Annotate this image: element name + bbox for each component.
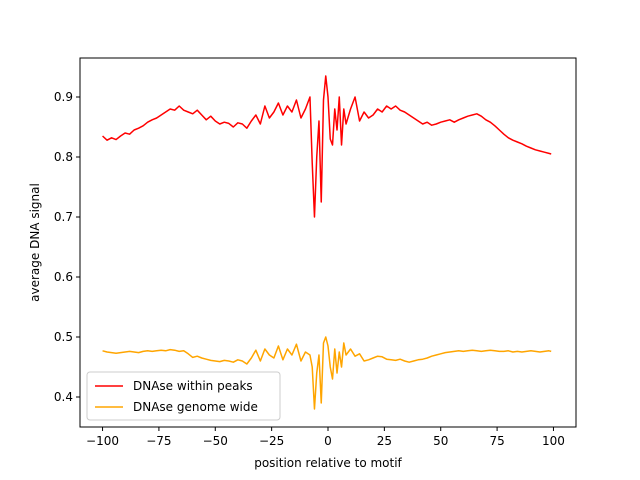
x-tick-label: 0 bbox=[324, 434, 332, 448]
x-tick-label: −75 bbox=[146, 434, 171, 448]
x-tick-label: −50 bbox=[203, 434, 228, 448]
y-axis-label: average DNA signal bbox=[28, 183, 42, 302]
x-axis: −100 −75 −50 −25 0 25 50 75 100 bbox=[86, 427, 565, 448]
y-tick-label: 0.5 bbox=[54, 330, 73, 344]
y-tick-label: 0.7 bbox=[54, 210, 73, 224]
legend-label-within-peaks: DNAse within peaks bbox=[133, 379, 253, 393]
x-tick-label: −25 bbox=[259, 434, 284, 448]
x-tick-label: 75 bbox=[489, 434, 504, 448]
legend: DNAse within peaks DNAse genome wide bbox=[86, 371, 281, 421]
y-tick-label: 0.9 bbox=[54, 90, 73, 104]
x-axis-label: position relative to motif bbox=[254, 456, 402, 470]
x-tick-label: 25 bbox=[377, 434, 392, 448]
x-tick-label: −100 bbox=[86, 434, 119, 448]
legend-box bbox=[86, 371, 281, 421]
x-tick-label: 50 bbox=[433, 434, 448, 448]
y-tick-label: 0.8 bbox=[54, 150, 73, 164]
y-axis: 0.4 0.5 0.6 0.7 0.8 0.9 bbox=[54, 90, 80, 404]
series-line-0 bbox=[102, 75, 552, 218]
series-layer bbox=[102, 75, 552, 410]
series-line-1 bbox=[102, 336, 552, 410]
legend-label-genome-wide: DNAse genome wide bbox=[133, 400, 258, 414]
y-tick-label: 0.4 bbox=[54, 390, 73, 404]
x-tick-label: 100 bbox=[542, 434, 565, 448]
y-tick-label: 0.6 bbox=[54, 270, 73, 284]
